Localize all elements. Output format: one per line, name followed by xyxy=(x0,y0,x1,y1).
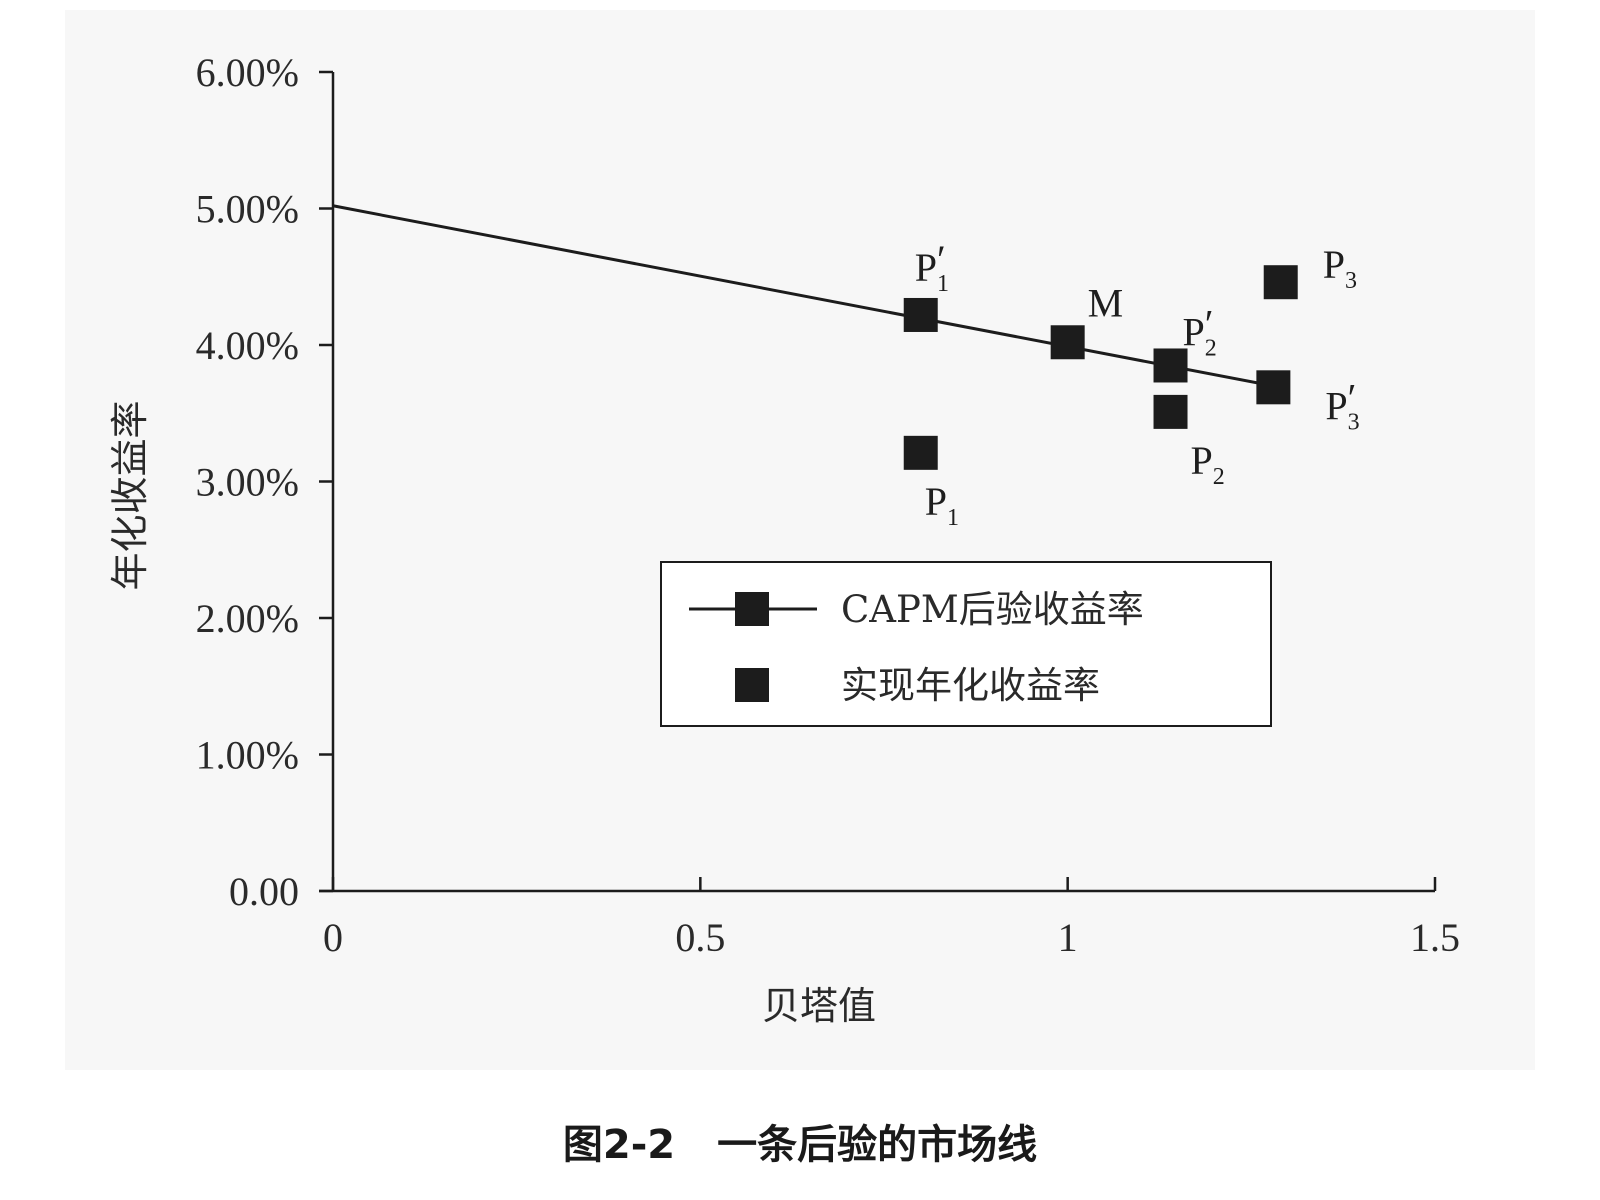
point-label: P1 xyxy=(925,479,959,531)
y-tick-label: 1.00% xyxy=(196,733,299,778)
legend-marker-realized xyxy=(735,668,769,702)
capm-marker-m xyxy=(1050,325,1085,360)
x-axis-title: 贝塔值 xyxy=(762,984,876,1028)
capm-line-series xyxy=(332,204,1274,388)
point-label-main: P xyxy=(915,245,937,290)
capm-marker-p3prime xyxy=(1256,370,1291,405)
point-label: M xyxy=(1088,280,1124,325)
y-tick-label: 4.00% xyxy=(196,323,299,368)
point-label: P1′ xyxy=(915,237,949,297)
point-label-prime: ′ xyxy=(1348,375,1357,420)
y-axis-title: 年化收益率 xyxy=(108,400,152,590)
point-label-main: P xyxy=(1325,383,1347,428)
chart-svg: 0.00 1.00% 2.00% 3.00% 4.00% 5.00% 6.00% 0 0.5 1… xyxy=(108,50,1460,1028)
point-label-subscript: 2 xyxy=(1205,335,1217,361)
point-label: P2 xyxy=(1191,438,1225,490)
x-tick-label: 1 xyxy=(1058,915,1078,960)
caption-text: 一条后验的市场线 xyxy=(717,1122,1038,1168)
realized-marker-p1 xyxy=(903,435,938,470)
point-label-subscript: 1 xyxy=(947,505,959,531)
x-tick-label: 0 xyxy=(323,915,343,960)
x-tick-label: 1.5 xyxy=(1410,915,1460,960)
markers xyxy=(903,265,1298,470)
point-label-main: P xyxy=(1323,242,1345,287)
capm-marker-p1prime xyxy=(903,297,938,332)
point-label-subscript: 2 xyxy=(1213,464,1225,490)
point-label: P3 xyxy=(1323,242,1357,294)
realized-marker-p3 xyxy=(1263,265,1298,300)
point-label-subscript: 3 xyxy=(1345,268,1357,294)
figure-caption: 图2-2 一条后验的市场线 xyxy=(0,1112,1600,1170)
point-label-main: P xyxy=(1191,438,1213,483)
point-label-prime: ′ xyxy=(1205,301,1214,346)
legend-label-realized: 实现年化收益率 xyxy=(841,664,1100,707)
caption-number: 图2-2 xyxy=(562,1122,676,1168)
y-tick-label: 5.00% xyxy=(196,187,299,232)
point-label-subscript: 3 xyxy=(1348,409,1360,435)
point-label-subscript: 1 xyxy=(937,271,949,297)
legend-marker-capm xyxy=(735,592,769,626)
y-tick-label: 0.00 xyxy=(229,869,299,914)
realized-marker-p2 xyxy=(1153,394,1188,429)
point-label-main: M xyxy=(1088,280,1124,325)
y-tick-label: 2.00% xyxy=(196,596,299,641)
y-axis-ticks: 0.00 1.00% 2.00% 3.00% 4.00% 5.00% 6.00% xyxy=(196,50,333,914)
x-tick-label: 0.5 xyxy=(675,915,725,960)
y-tick-label: 6.00% xyxy=(196,50,299,95)
point-label: P3′ xyxy=(1325,375,1359,435)
axes xyxy=(319,72,1435,893)
capm-line xyxy=(332,204,1274,388)
legend: CAPM后验收益率 实现年化收益率 xyxy=(660,561,1272,727)
x-axis-ticks: 0 0.5 1 1.5 xyxy=(323,877,1460,960)
point-label-main: P xyxy=(1183,309,1205,354)
legend-label-capm: CAPM后验收益率 xyxy=(841,588,1144,631)
y-tick-label: 3.00% xyxy=(196,460,299,505)
figure-panel: 0.00 1.00% 2.00% 3.00% 4.00% 5.00% 6.00% 0 0.5 1… xyxy=(65,10,1535,1070)
capm-marker-p2prime xyxy=(1153,348,1188,383)
point-label: P2′ xyxy=(1183,301,1217,361)
point-label-main: P xyxy=(925,479,947,524)
point-label-prime: ′ xyxy=(937,237,946,282)
